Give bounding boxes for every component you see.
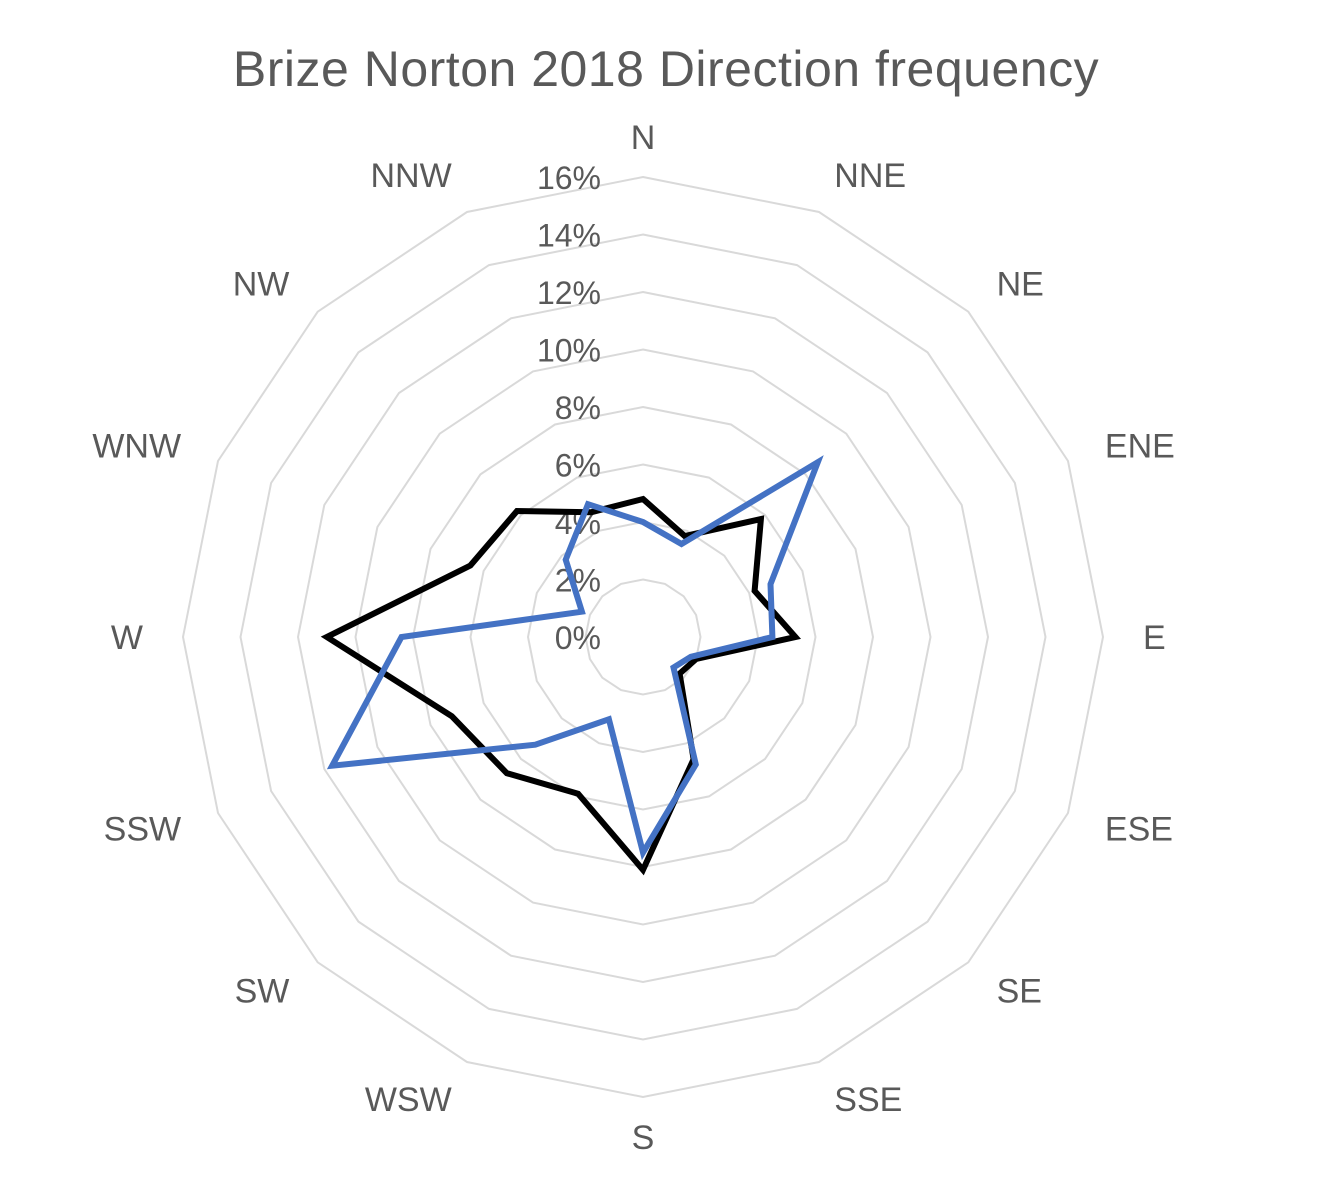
gridline-ring xyxy=(181,175,1105,1099)
category-label: SW xyxy=(235,973,290,1011)
category-label: N xyxy=(631,119,656,157)
radial-tick-label: 0% xyxy=(555,620,601,656)
category-label: SSW xyxy=(104,810,181,848)
category-label: NNW xyxy=(370,157,451,195)
chart-title: Brize Norton 2018 Direction frequency xyxy=(232,41,1100,97)
radial-tick-label: 14% xyxy=(537,218,601,254)
radial-tick-label: 10% xyxy=(537,333,601,369)
category-label: SE xyxy=(997,973,1042,1011)
category-label: S xyxy=(632,1119,655,1157)
category-label: E xyxy=(1143,619,1166,657)
gridline-ring xyxy=(469,463,817,811)
radial-tick-label: 12% xyxy=(537,275,601,311)
radial-tick-label: 16% xyxy=(537,160,601,196)
gridline-ring xyxy=(296,290,990,984)
category-label: NNE xyxy=(834,157,906,195)
series-line-1 xyxy=(320,495,802,876)
category-label: WSW xyxy=(365,1081,452,1119)
series-line-2 xyxy=(326,455,824,861)
gridline-ring xyxy=(584,578,702,696)
category-label: NW xyxy=(233,265,290,303)
gridline-ring xyxy=(239,233,1047,1041)
category-label: WNW xyxy=(92,428,181,466)
category-label: NE xyxy=(997,265,1044,303)
gridline-ring xyxy=(411,405,875,869)
category-label: ESE xyxy=(1105,810,1173,848)
category-label: W xyxy=(111,619,143,657)
gridline-ring xyxy=(354,348,932,926)
category-label: ENE xyxy=(1105,428,1175,466)
category-label: SSE xyxy=(834,1081,902,1119)
radial-tick-label: 6% xyxy=(555,448,601,484)
gridline-ring xyxy=(526,520,760,754)
radial-tick-label: 8% xyxy=(555,390,601,426)
